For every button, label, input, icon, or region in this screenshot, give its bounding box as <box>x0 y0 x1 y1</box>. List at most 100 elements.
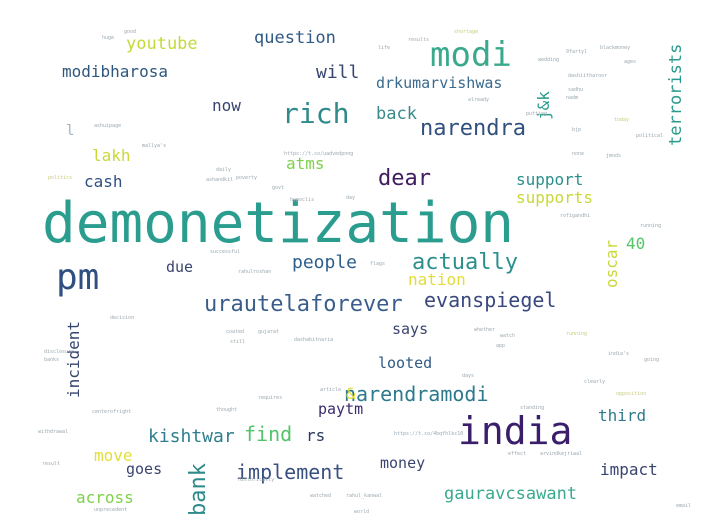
word: youtube <box>126 34 198 54</box>
word: poverty <box>236 175 258 181</box>
word: hypoclis <box>290 197 315 203</box>
word: modibharosa <box>62 62 168 81</box>
word: will <box>316 62 360 83</box>
word: https://t.co/uadvedpnng <box>284 151 354 157</box>
word: rich <box>282 97 350 130</box>
word: move <box>94 446 133 465</box>
word: running <box>640 223 662 229</box>
word: huge <box>102 35 115 41</box>
word: none <box>572 151 585 157</box>
word: evanspiegel <box>424 288 557 312</box>
word: l <box>66 123 75 139</box>
word: watched <box>310 493 332 499</box>
word: result <box>42 461 61 467</box>
word: kishtwar <box>148 426 235 447</box>
word: terrorists <box>666 43 686 146</box>
word: bjp <box>572 127 582 133</box>
word: coated <box>226 329 245 335</box>
word: demonetization <box>42 191 515 256</box>
word: govt <box>272 185 285 191</box>
word: pm <box>56 257 100 298</box>
word: dashabitnaria <box>294 337 334 343</box>
word: going <box>644 357 660 363</box>
word: banks <box>44 357 60 363</box>
word: watch <box>500 333 516 339</box>
word: successful <box>210 249 241 255</box>
word: dear <box>378 166 431 191</box>
word: paytm <box>318 400 364 418</box>
word: modi <box>430 35 512 75</box>
word: jmods <box>606 153 622 159</box>
word: disclosure <box>44 349 75 355</box>
word: ashandkil <box>206 177 234 183</box>
word: ages <box>624 59 637 65</box>
word: rs <box>306 426 326 445</box>
word: india's <box>608 351 630 357</box>
word: actually <box>412 250 518 275</box>
word: centerofright <box>92 409 132 415</box>
word: flags <box>370 261 386 267</box>
word: narendra <box>420 116 526 141</box>
word: world <box>354 509 370 515</box>
word: day <box>346 195 356 201</box>
word: good <box>124 29 137 35</box>
word: incident <box>64 320 83 398</box>
word: mallya's <box>142 143 167 149</box>
word: rahul_kanwal <box>346 493 383 499</box>
word: implement <box>236 460 345 484</box>
word: question <box>254 28 336 48</box>
word: unprecedent <box>94 507 128 513</box>
word: effect <box>508 451 527 457</box>
word: now <box>212 96 241 115</box>
word: https://t.co/4bqfhlkc10 <box>394 431 464 437</box>
word: across <box>76 488 134 507</box>
word: withdrawal <box>38 429 69 435</box>
word: support <box>516 170 584 189</box>
word: article <box>320 387 342 393</box>
word: life <box>378 45 391 51</box>
word: dashiitharoor <box>568 73 608 79</box>
word: app <box>496 343 506 349</box>
word: money <box>380 454 426 472</box>
word: political <box>636 133 664 139</box>
word: politics <box>48 175 73 181</box>
word: looted <box>378 354 433 372</box>
word: & <box>346 384 356 403</box>
word: 40 <box>626 234 646 253</box>
word: daily <box>216 167 232 173</box>
word: thought <box>216 407 238 413</box>
word: blackmoney <box>600 45 631 51</box>
word: india <box>458 409 573 453</box>
word: supports <box>516 188 594 207</box>
word: days <box>462 373 475 379</box>
word: atms <box>286 154 325 173</box>
word: clearly <box>584 379 606 385</box>
word: bank <box>186 463 211 516</box>
word: drkumarvishwas <box>376 74 503 92</box>
word: third <box>598 406 647 425</box>
word: standing <box>520 405 545 411</box>
word: requires <box>258 395 283 401</box>
word: back <box>376 104 417 124</box>
word: sadhu <box>568 87 584 93</box>
word: cash <box>84 172 123 191</box>
word: shortage <box>454 29 479 35</box>
word: oscar <box>602 239 621 288</box>
word: today <box>614 117 630 123</box>
word: people <box>292 252 358 273</box>
word: arvindkejriwal <box>540 451 583 457</box>
word: historically <box>238 477 275 483</box>
word: 9fartyl <box>566 49 588 55</box>
word: nadm <box>566 95 579 101</box>
word: impact <box>600 460 658 479</box>
word: gujarat <box>258 329 280 335</box>
word: ashuipage <box>94 123 122 129</box>
word: find <box>244 422 293 446</box>
word: putting <box>526 111 548 117</box>
word: goes <box>126 460 163 478</box>
word: rofigandhi <box>560 213 591 219</box>
word: narendramodi <box>344 382 489 406</box>
word: nation <box>408 270 466 289</box>
word: email <box>676 503 692 509</box>
